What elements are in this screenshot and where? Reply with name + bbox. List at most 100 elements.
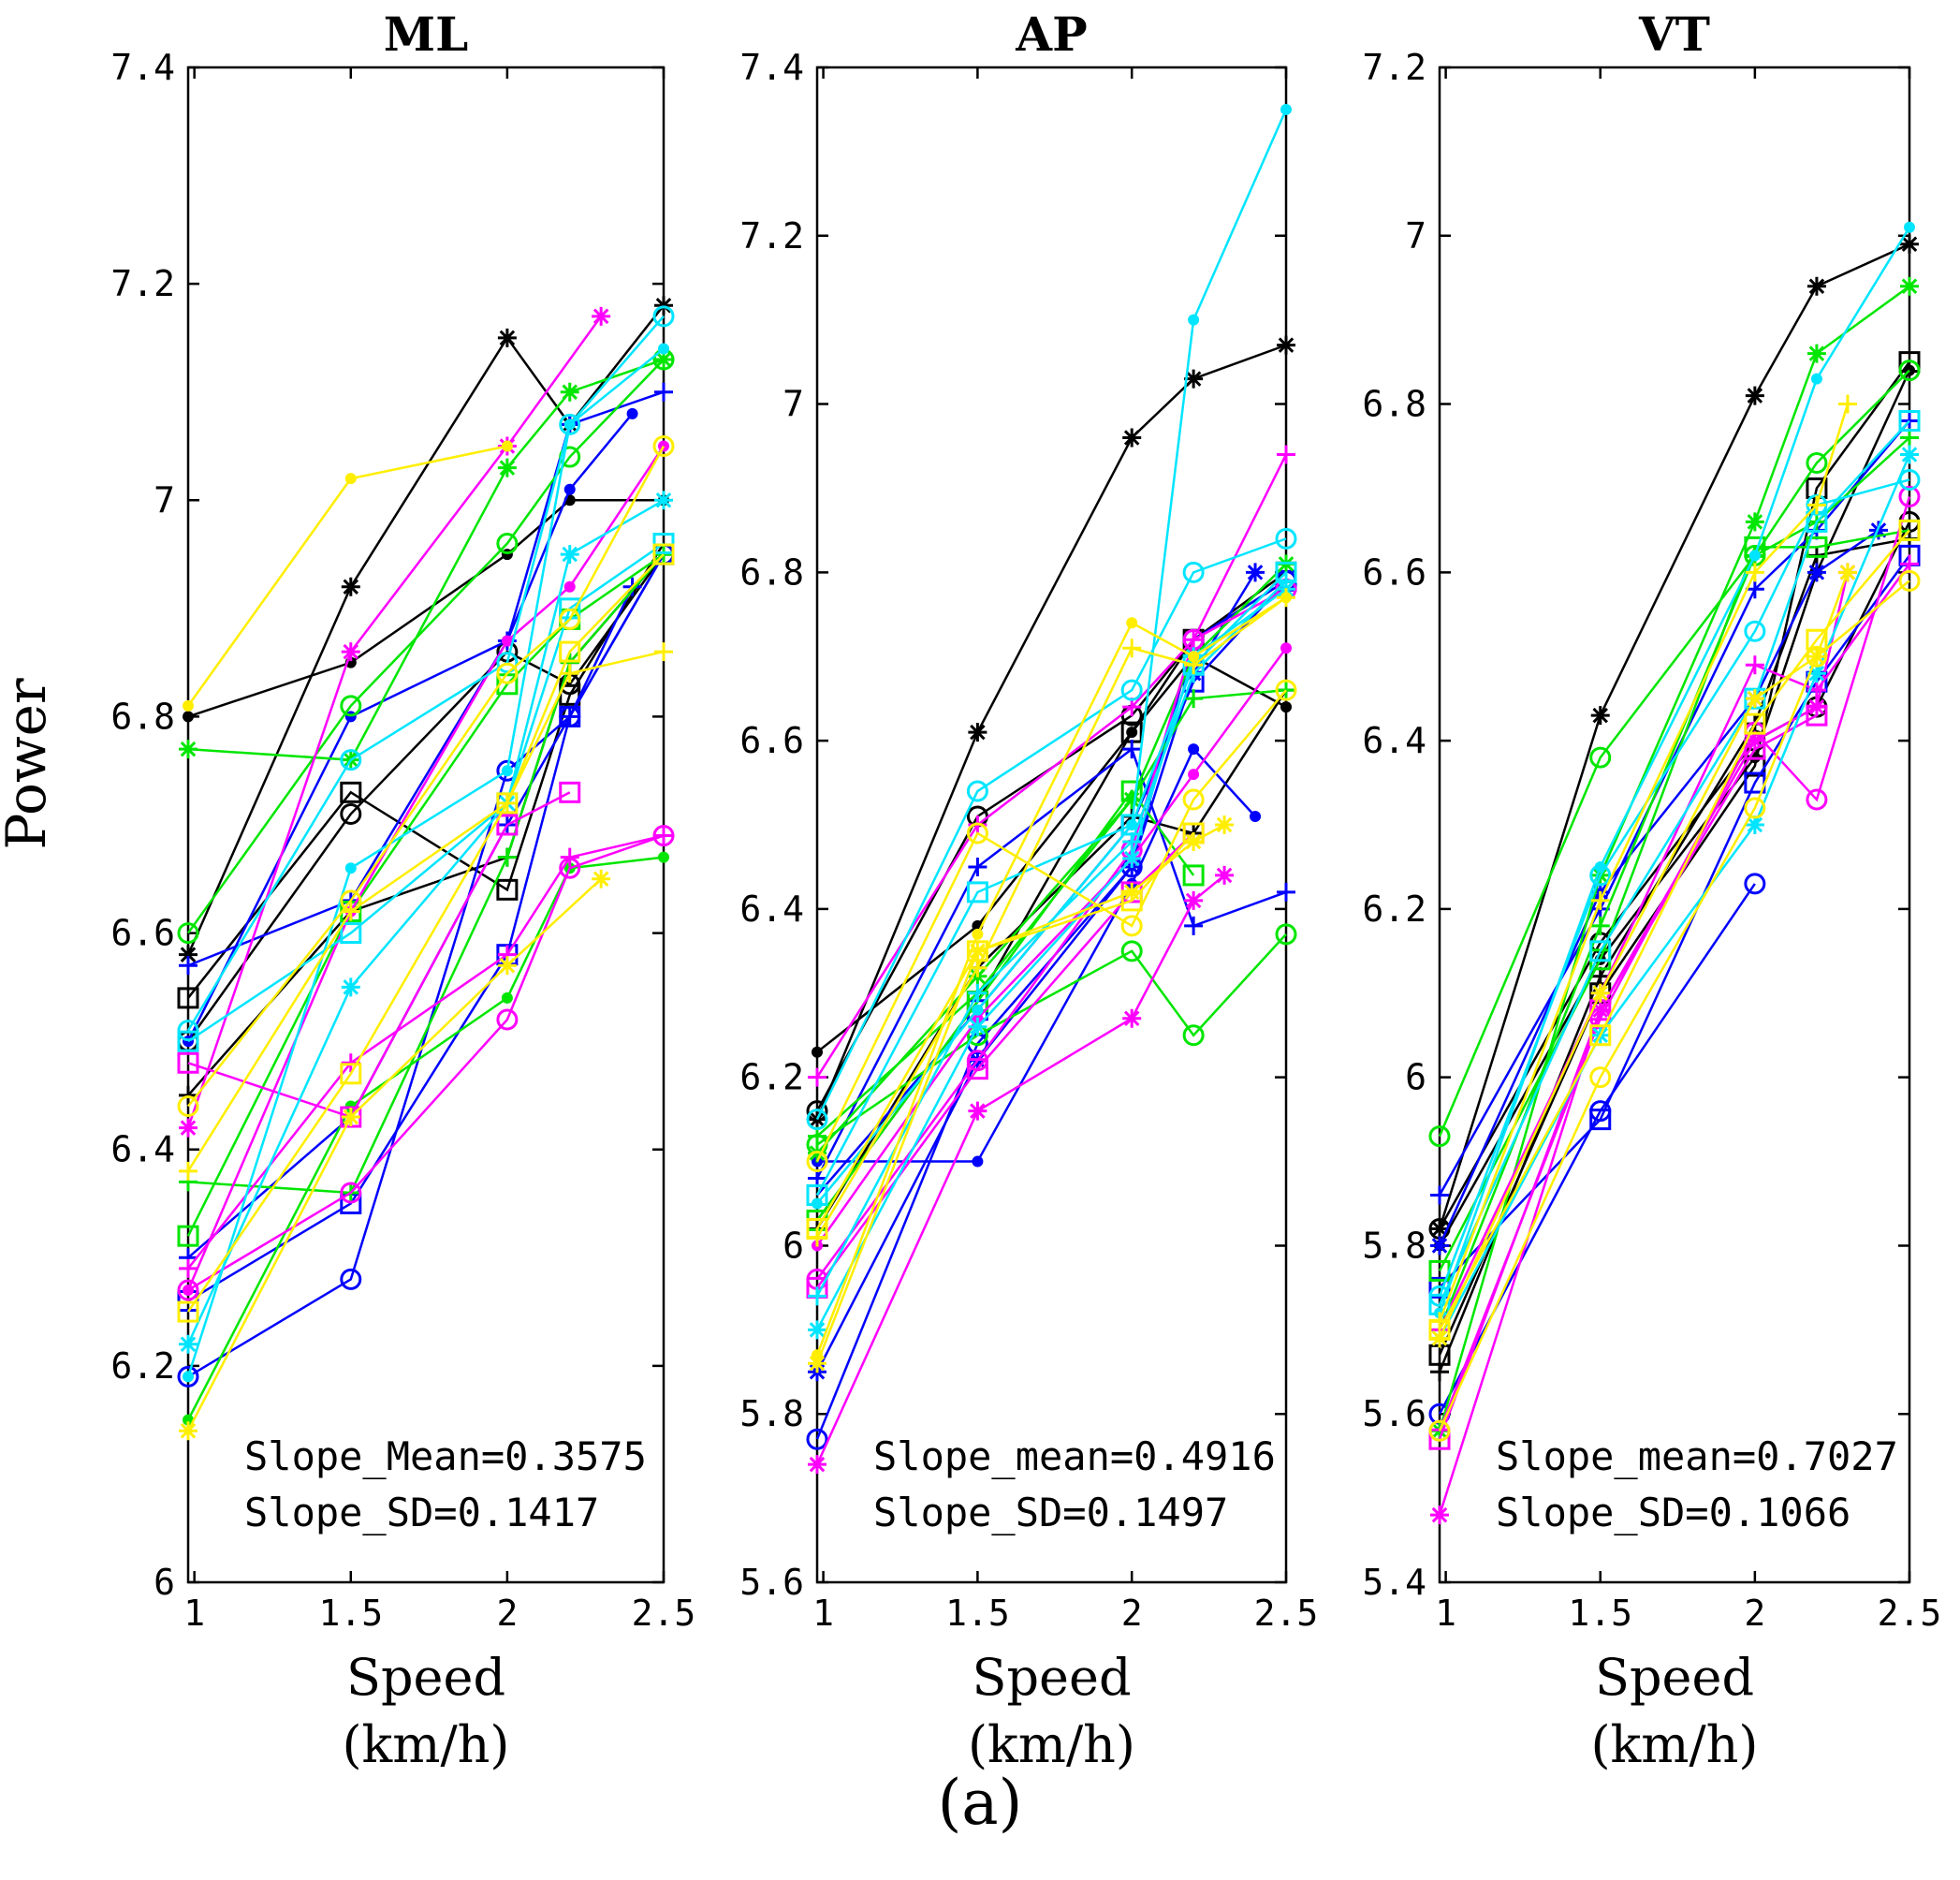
data-point bbox=[340, 922, 362, 945]
series-ml-11 bbox=[177, 348, 675, 945]
data-point bbox=[1898, 569, 1921, 592]
series-line bbox=[187, 499, 664, 718]
series-ap-22 bbox=[806, 561, 1297, 1207]
y-tick-label: 5.6 bbox=[739, 1562, 804, 1603]
data-point bbox=[179, 1258, 197, 1278]
x-axis-label-ap: Speed bbox=[972, 1648, 1131, 1707]
data-point bbox=[1126, 617, 1138, 629]
y-tick-label: 5.8 bbox=[1362, 1225, 1426, 1266]
series-ml-6 bbox=[177, 543, 675, 1388]
series-ap-28 bbox=[808, 588, 1295, 1247]
data-point bbox=[966, 1058, 988, 1080]
data-point bbox=[344, 473, 357, 485]
data-point bbox=[501, 765, 513, 777]
panel-ml: ML 6 6.2 6.4 6.6 6.8 7 7.2 7.4 1 1.5 2 2.5 Speed (km/h… bbox=[110, 7, 695, 1774]
series-ap-6 bbox=[806, 569, 1297, 1450]
y-tick-label: 7.2 bbox=[739, 215, 804, 257]
series-ap-24 bbox=[808, 571, 1295, 1306]
series-ap-2 bbox=[812, 651, 1292, 1058]
data-point bbox=[560, 847, 579, 867]
data-point bbox=[341, 1108, 360, 1127]
data-point bbox=[1122, 1008, 1142, 1028]
x-tick-label: 1 bbox=[1435, 1593, 1456, 1634]
data-point bbox=[1837, 563, 1857, 582]
y-tick-label: 5.4 bbox=[1362, 1562, 1426, 1603]
data-point bbox=[1280, 103, 1292, 115]
y-tick-label: 6.8 bbox=[110, 696, 175, 737]
data-point bbox=[183, 1284, 194, 1296]
data-point bbox=[1182, 1024, 1205, 1047]
data-point bbox=[1122, 428, 1142, 448]
series-line bbox=[186, 347, 665, 1377]
data-point bbox=[1590, 916, 1610, 935]
series-ap-10 bbox=[808, 563, 1265, 1382]
series-line bbox=[186, 304, 665, 956]
data-point bbox=[1745, 512, 1764, 532]
y-tick-label: 6.8 bbox=[1362, 384, 1426, 425]
x-tick-label: 2 bbox=[1744, 1593, 1765, 1634]
axes-box-ap bbox=[815, 66, 1288, 1584]
series-line bbox=[1438, 572, 1850, 1516]
data-point bbox=[1182, 864, 1205, 887]
data-point bbox=[1184, 890, 1204, 910]
data-point bbox=[559, 781, 581, 803]
data-point bbox=[966, 780, 988, 802]
data-point bbox=[563, 419, 576, 431]
series-ml-23 bbox=[183, 343, 669, 1383]
data-point bbox=[1122, 831, 1142, 851]
series-ml-29 bbox=[177, 543, 675, 1323]
data-point bbox=[1182, 788, 1205, 811]
data-point bbox=[1184, 369, 1204, 389]
data-point bbox=[1428, 1419, 1451, 1442]
series-ml-9 bbox=[177, 543, 675, 1313]
series-line bbox=[186, 359, 665, 934]
series-ml-27 bbox=[179, 869, 611, 1441]
data-point bbox=[1275, 923, 1297, 946]
series-line bbox=[816, 688, 1287, 1138]
slope-annotation-vt: Slope_SD=0.1066 bbox=[1496, 1490, 1850, 1535]
data-point bbox=[1215, 815, 1235, 834]
data-point bbox=[1745, 580, 1764, 599]
series-line bbox=[1438, 419, 1910, 1197]
series-line bbox=[186, 316, 603, 1129]
data-point bbox=[1589, 746, 1612, 769]
slope-annotation-ap: Slope_mean=0.4916 bbox=[873, 1433, 1276, 1479]
x-tick-label: 2 bbox=[1121, 1593, 1143, 1634]
slope-annotation-ml: Slope_SD=0.1417 bbox=[244, 1490, 599, 1535]
data-point bbox=[1430, 1219, 1449, 1239]
data-point bbox=[1120, 915, 1143, 937]
data-point bbox=[808, 1354, 826, 1373]
series-ap-15 bbox=[808, 865, 1235, 1475]
series-ap-26 bbox=[806, 679, 1297, 1173]
data-point bbox=[966, 881, 988, 903]
series-line bbox=[816, 654, 1287, 1053]
data-point bbox=[340, 695, 362, 717]
data-point bbox=[496, 814, 519, 836]
data-point bbox=[1744, 738, 1766, 760]
data-point bbox=[626, 407, 638, 419]
series-ap-1 bbox=[808, 335, 1295, 1129]
data-point bbox=[179, 956, 197, 976]
data-point bbox=[1744, 712, 1766, 735]
y-tick-label: 5.8 bbox=[739, 1393, 804, 1434]
data-point bbox=[1898, 519, 1921, 541]
data-point bbox=[1898, 468, 1921, 491]
data-point bbox=[341, 902, 360, 921]
data-point bbox=[177, 1030, 199, 1052]
data-point bbox=[1806, 645, 1828, 668]
series-ml-14 bbox=[179, 545, 673, 1202]
data-point bbox=[179, 1085, 197, 1105]
slope-annotation-ml: Slope_Mean=0.3575 bbox=[244, 1433, 647, 1479]
data-point bbox=[1120, 889, 1143, 912]
data-point bbox=[1122, 790, 1142, 810]
x-tick-label: 2.5 bbox=[1878, 1593, 1942, 1634]
series-line bbox=[815, 588, 1287, 1281]
series-vt-15 bbox=[1428, 485, 1921, 1442]
x-axis-label-vt: Speed bbox=[1595, 1648, 1754, 1707]
data-point bbox=[1122, 639, 1142, 658]
series-vt-18 bbox=[1434, 221, 1915, 1319]
data-point bbox=[806, 1100, 828, 1123]
series-line bbox=[187, 358, 665, 761]
data-point bbox=[1898, 485, 1921, 507]
data-point bbox=[1745, 655, 1764, 675]
